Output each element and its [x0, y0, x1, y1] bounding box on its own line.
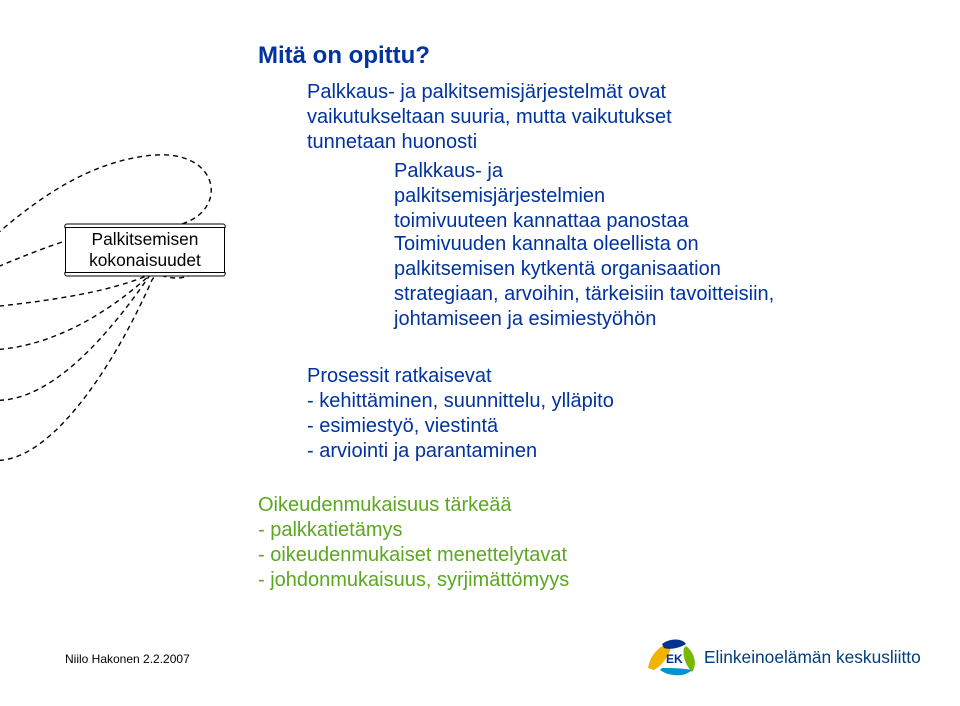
p3-l4: johtamiseen ja esimiestyöhön: [394, 307, 774, 332]
p2-l1: Palkkaus- ja: [394, 159, 689, 184]
slide-title: Mitä on opittu?: [258, 42, 430, 70]
ek-mark-icon: EK: [648, 638, 696, 676]
p5-b2: - oikeudenmukaiset menettelytavat: [258, 543, 569, 568]
p1-l1: Palkkaus- ja palkitsemisjärjestelmät ova…: [307, 80, 672, 105]
footer-author: Niilo Hakonen 2.2.2007: [65, 652, 190, 666]
slide-canvas: Palkitsemisen kokonaisuudet Mitä on opit…: [0, 0, 960, 706]
paragraph-3: Toimivuuden kannalta oleellista on palki…: [394, 232, 774, 332]
p4-head: Prosessit ratkaisevat: [307, 364, 614, 389]
paragraph-4: Prosessit ratkaisevat - kehittäminen, su…: [307, 364, 614, 464]
reward-components-box: Palkitsemisen kokonaisuudet: [65, 227, 225, 273]
paragraph-2: Palkkaus- ja palkitsemisjärjestelmien to…: [394, 159, 689, 234]
p1-l3: tunnetaan huonosti: [307, 130, 672, 155]
paragraph-1: Palkkaus- ja palkitsemisjärjestelmät ova…: [307, 80, 672, 155]
paragraph-5: Oikeudenmukaisuus tärkeää - palkkatietäm…: [258, 493, 569, 593]
p5-head: Oikeudenmukaisuus tärkeää: [258, 493, 569, 518]
p3-l3: strategiaan, arvoihin, tärkeisiin tavoit…: [394, 282, 774, 307]
svg-text:EK: EK: [666, 652, 683, 666]
p2-l2: palkitsemisjärjestelmien: [394, 184, 689, 209]
p3-l2: palkitsemisen kytkentä organisaation: [394, 257, 774, 282]
footer-logo: EK Elinkeinoelämän keskusliitto: [648, 638, 921, 676]
p5-b3: - johdonmukaisuus, syrjimättömyys: [258, 568, 569, 593]
logo-label: Elinkeinoelämän keskusliitto: [704, 647, 921, 668]
p1-l2: vaikutukseltaan suuria, mutta vaikutukse…: [307, 105, 672, 130]
p4-b1: - kehittäminen, suunnittelu, ylläpito: [307, 389, 614, 414]
p3-l1: Toimivuuden kannalta oleellista on: [394, 232, 774, 257]
box-line2: kokonaisuudet: [89, 250, 201, 270]
box-line1: Palkitsemisen: [92, 229, 199, 249]
p2-l3: toimivuuteen kannattaa panostaa: [394, 209, 689, 234]
p4-b3: - arviointi ja parantaminen: [307, 439, 614, 464]
p4-b2: - esimiestyö, viestintä: [307, 414, 614, 439]
p5-b1: - palkkatietämys: [258, 518, 569, 543]
